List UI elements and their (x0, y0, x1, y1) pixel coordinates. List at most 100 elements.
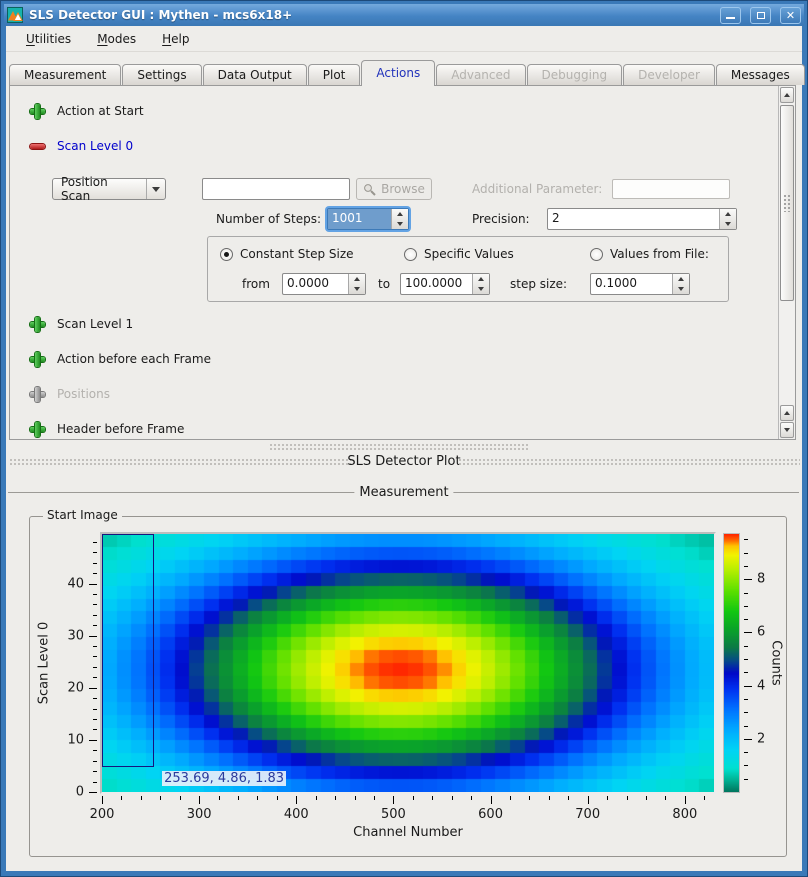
menubar: Utilities Modes Help (6, 26, 802, 52)
step-size-value: 0.1000 (595, 276, 637, 290)
from-spinbox[interactable]: 0.0000 (282, 273, 366, 295)
titlebar[interactable]: SLS Detector GUI : Mythen - mcs6x18+ ✕ (4, 4, 804, 26)
spin-down-icon (725, 222, 731, 229)
splitter-handle[interactable] (269, 443, 529, 450)
tab-developer: Developer (623, 64, 715, 85)
precision-spin-buttons[interactable] (719, 209, 736, 229)
action-before-frame-row[interactable]: Action before each Frame (30, 350, 211, 368)
ytick (89, 583, 97, 585)
radio-values-from-file-label: Values from File: (610, 247, 709, 261)
scroll-up-button-bottom[interactable] (780, 405, 794, 421)
tab-plot[interactable]: Plot (307, 64, 361, 85)
ytick (93, 614, 97, 616)
precision-spinbox[interactable]: 2 (547, 208, 737, 230)
scan-script-input[interactable] (202, 178, 350, 200)
ztick (744, 605, 748, 607)
ztick-label: 6 (757, 624, 766, 640)
action-at-start-label: Action at Start (57, 104, 144, 118)
tab-advanced: Advanced (436, 64, 526, 85)
action-at-start-row[interactable]: Action at Start (30, 102, 144, 120)
menu-utilities[interactable]: Utilities (26, 31, 72, 46)
heatmap-canvas[interactable] (102, 534, 714, 792)
scan-level-1-row[interactable]: Scan Level 1 (30, 315, 133, 333)
vertical-scrollbar[interactable] (778, 86, 795, 439)
ytick (93, 729, 97, 731)
maximize-button[interactable] (750, 6, 771, 24)
ztick (744, 738, 752, 740)
xtick (529, 796, 531, 800)
ztick (744, 552, 748, 554)
ztick-label: 4 (757, 678, 766, 694)
dock-title: SLS Detector Plot (347, 454, 461, 469)
additional-parameter-input (612, 179, 730, 199)
arrow-up-icon (784, 90, 790, 97)
tab-data-output[interactable]: Data Output (202, 64, 307, 85)
xtick (412, 796, 414, 800)
ytick (89, 739, 97, 741)
ztick (744, 778, 748, 780)
spin-up-icon (678, 274, 684, 281)
spin-down-icon (354, 287, 360, 294)
ytick (93, 750, 97, 752)
step-size-spinbox[interactable]: 0.1000 (590, 273, 690, 295)
browse-button-label: Browse (381, 182, 425, 196)
radio-icon (404, 247, 417, 261)
ztick (744, 645, 748, 647)
xtick (665, 796, 667, 800)
colorbar-canvas (724, 534, 739, 792)
close-button[interactable]: ✕ (780, 6, 801, 24)
precision-value: 2 (552, 211, 560, 225)
xtick-label: 300 (186, 807, 212, 822)
tab-measurement[interactable]: Measurement (9, 64, 122, 85)
radio-values-from-file[interactable]: Values from File: (590, 246, 709, 262)
xtick (276, 796, 278, 800)
tab-actions[interactable]: Actions (361, 60, 436, 86)
number-of-steps-spin-buttons[interactable] (391, 209, 408, 229)
scan-level-0-row[interactable]: Scan Level 0 (30, 137, 133, 155)
menu-help[interactable]: Help (162, 31, 190, 46)
xtick (237, 796, 239, 800)
from-label: from (242, 277, 270, 291)
to-spin-buttons[interactable] (472, 274, 489, 294)
header-before-frame-row[interactable]: Header before Frame (30, 420, 184, 438)
tab-settings[interactable]: Settings (122, 64, 202, 85)
radio-specific-values[interactable]: Specific Values (404, 246, 514, 262)
to-value: 100.0000 (405, 276, 463, 290)
minimize-button[interactable] (720, 6, 741, 24)
ytick-label: 0 (75, 784, 84, 800)
add-icon (30, 316, 45, 332)
number-of-steps-value: 1001 (328, 209, 391, 229)
radio-constant-step-size[interactable]: Constant Step Size (220, 246, 354, 262)
xtick (568, 796, 570, 800)
add-icon (30, 421, 45, 437)
ytick (93, 573, 97, 575)
xtick (140, 796, 142, 800)
step-size-label: step size: (510, 277, 568, 291)
from-spin-buttons[interactable] (348, 274, 365, 294)
gray-plus-icon (30, 386, 45, 402)
combo-dropdown-button[interactable] (146, 179, 165, 199)
scroll-up-button[interactable] (780, 87, 794, 103)
tab-messages[interactable]: Messages (715, 64, 805, 85)
number-of-steps-spinbox[interactable]: 1001 (327, 208, 409, 230)
chevron-down-icon (152, 186, 160, 196)
scrollbar-thumb[interactable] (780, 105, 794, 301)
ytick-label: 30 (67, 628, 84, 644)
to-spinbox[interactable]: 100.0000 (400, 273, 490, 295)
plot-dock-header[interactable]: SLS Detector Plot (6, 453, 802, 471)
scan-mode-select[interactable]: Position Scan (52, 175, 166, 203)
ztick-label: 2 (757, 731, 766, 747)
browse-button: Browse (356, 178, 432, 200)
scroll-down-button[interactable] (780, 422, 794, 438)
xtick (587, 796, 589, 804)
step-size-spin-buttons[interactable] (672, 274, 689, 294)
xtick (218, 796, 220, 800)
xtick (296, 796, 298, 804)
xtick-label: 200 (89, 807, 115, 822)
magnifier-icon (363, 183, 376, 196)
xtick (315, 796, 317, 800)
xtick (704, 796, 706, 800)
xtick-label: 700 (575, 807, 601, 822)
menu-modes[interactable]: Modes (97, 31, 137, 46)
ytick-label: 10 (67, 732, 84, 748)
